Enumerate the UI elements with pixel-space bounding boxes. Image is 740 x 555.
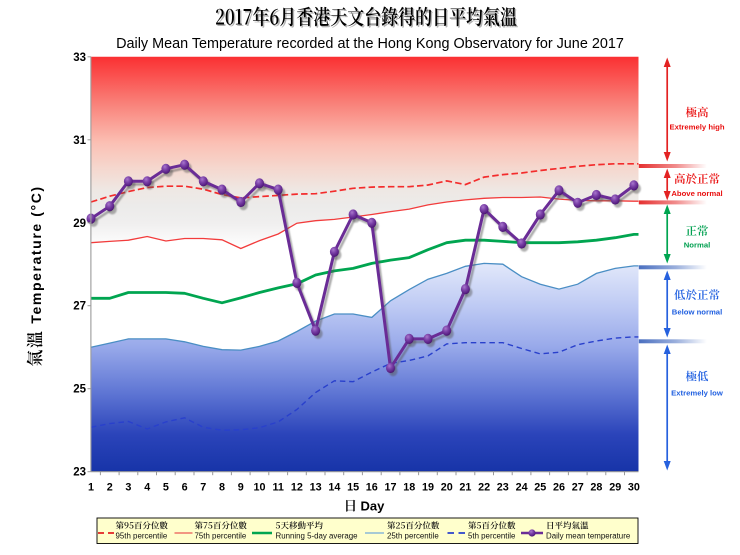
svg-text:極低: 極低 [686, 369, 709, 385]
svg-text:3: 3 [125, 482, 131, 494]
svg-text:29: 29 [609, 482, 621, 494]
svg-text:12: 12 [291, 482, 303, 494]
svg-text:27: 27 [73, 301, 86, 313]
svg-text:25th percentile: 25th percentile [387, 532, 439, 541]
svg-text:25: 25 [534, 482, 546, 494]
svg-text:2017年6月香港天文台錄得的日平均氣溫: 2017年6月香港天文台錄得的日平均氣溫 [215, 2, 517, 32]
svg-text:16: 16 [366, 482, 378, 494]
svg-text:高於正常: 高於正常 [674, 171, 720, 187]
svg-text:2017年6月香港天文台錄得的日平均氣溫: 2017年6月香港天文台錄得的日平均氣溫 [216, 3, 518, 33]
svg-text:日 Day: 日 Day [344, 495, 385, 515]
svg-text:1: 1 [88, 482, 94, 494]
svg-text:Extremely low: Extremely low [671, 389, 723, 398]
svg-text:5th percentile: 5th percentile [468, 532, 516, 541]
svg-text:29: 29 [73, 218, 86, 230]
svg-text:33: 33 [73, 52, 86, 64]
svg-text:第25百分位數: 第25百分位數 [387, 520, 440, 532]
svg-text:95th percentile: 95th percentile [116, 532, 168, 541]
svg-text:20: 20 [441, 482, 453, 494]
svg-text:25: 25 [73, 384, 86, 396]
svg-text:低於正常: 低於正常 [674, 287, 720, 303]
svg-text:Normal: Normal [684, 241, 711, 250]
svg-text:13: 13 [310, 482, 322, 494]
svg-text:Above normal: Above normal [671, 189, 722, 198]
svg-text:26: 26 [553, 482, 565, 494]
svg-text:27: 27 [572, 482, 584, 494]
svg-text:10: 10 [253, 482, 265, 494]
svg-text:2: 2 [107, 482, 113, 494]
svg-text:21: 21 [459, 482, 471, 494]
svg-text:6: 6 [182, 482, 188, 494]
svg-text:5天移動平均: 5天移動平均 [276, 520, 324, 532]
svg-text:日平均氣溫: 日平均氣溫 [546, 520, 589, 532]
svg-text:11: 11 [272, 482, 283, 494]
svg-text:9: 9 [238, 482, 244, 494]
svg-text:Daily Mean Temperature recorde: Daily Mean Temperature recorded at the H… [116, 36, 624, 52]
svg-text:極高: 極高 [686, 105, 709, 121]
svg-text:Daily mean temperature: Daily mean temperature [546, 532, 631, 541]
svg-text:4: 4 [144, 482, 150, 494]
svg-text:Running 5-day average: Running 5-day average [276, 532, 359, 541]
svg-text:15: 15 [347, 482, 359, 494]
svg-text:23: 23 [497, 482, 509, 494]
svg-text:第75百分位數: 第75百分位數 [195, 520, 248, 532]
svg-text:24: 24 [516, 482, 528, 494]
svg-text:Below normal: Below normal [672, 308, 722, 317]
svg-text:18: 18 [403, 482, 415, 494]
svg-text:22: 22 [478, 482, 490, 494]
svg-text:30: 30 [628, 482, 640, 494]
svg-text:19: 19 [422, 482, 434, 494]
svg-text:5: 5 [163, 482, 169, 494]
svg-text:17: 17 [384, 482, 396, 494]
svg-text:8: 8 [219, 482, 225, 494]
svg-text:28: 28 [590, 482, 602, 494]
svg-text:23: 23 [73, 467, 86, 479]
svg-text:75th percentile: 75th percentile [195, 532, 247, 541]
svg-text:Extremely high: Extremely high [669, 123, 724, 132]
svg-text:氣溫 Temperature (°C): 氣溫 Temperature (°C) [21, 185, 46, 366]
svg-text:正常: 正常 [686, 223, 709, 239]
svg-text:第95百分位數: 第95百分位數 [116, 520, 169, 532]
svg-text:14: 14 [328, 482, 340, 494]
svg-text:7: 7 [200, 482, 206, 494]
svg-text:第5百分位數: 第5百分位數 [468, 520, 516, 532]
svg-text:31: 31 [73, 135, 86, 147]
